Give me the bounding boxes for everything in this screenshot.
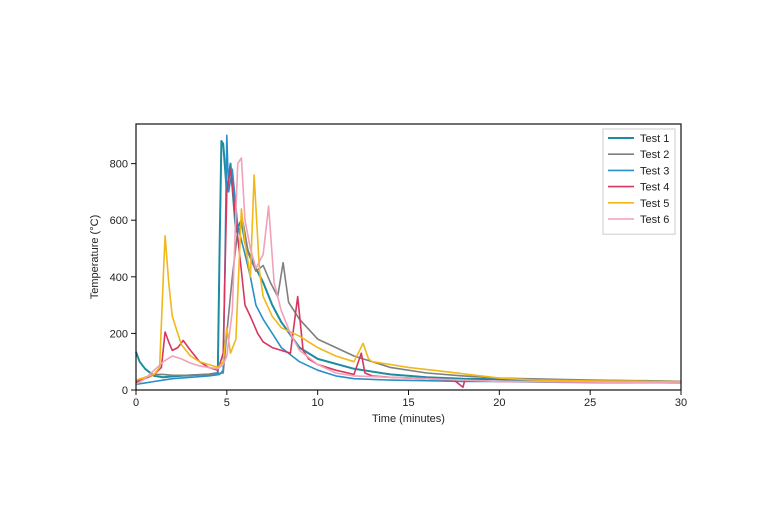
series-line-5 [135,174,682,383]
y-tick-label: 600 [110,215,128,227]
x-tick-label: 30 [675,397,687,409]
y-tick-label: 200 [110,328,128,340]
y-axis: 0 200 400 600 800 [110,159,136,397]
plot-lines [135,134,682,388]
x-tick-label: 15 [402,397,414,409]
y-tick-label: 800 [110,159,128,171]
legend-label-3: Test 3 [640,165,669,177]
x-tick-label: 5 [224,397,230,409]
legend-label-5: Test 5 [640,198,669,210]
x-tick-label: 20 [493,397,505,409]
y-tick-label: 0 [122,385,128,397]
legend-label-6: Test 6 [640,214,669,226]
legend: Test 1 Test 2 Test 3 Test 4 Test 5 Test 6 [602,128,676,235]
legend-label-4: Test 4 [640,182,669,194]
legend-box [602,128,676,235]
x-tick-label: 10 [312,397,324,409]
series-line-1 [135,140,682,383]
x-axis-label: Time (minutes) [372,413,445,425]
x-axis: 0 5 10 15 20 25 30 [133,390,687,409]
y-tick-label: 400 [110,272,128,284]
legend-label-2: Test 2 [640,149,669,161]
x-tick-label: 0 [133,397,139,409]
series-line-6 [135,157,682,385]
x-tick-label: 25 [584,397,596,409]
y-axis-label: Temperature (°C) [89,215,101,299]
legend-label-1: Test 1 [640,133,669,145]
